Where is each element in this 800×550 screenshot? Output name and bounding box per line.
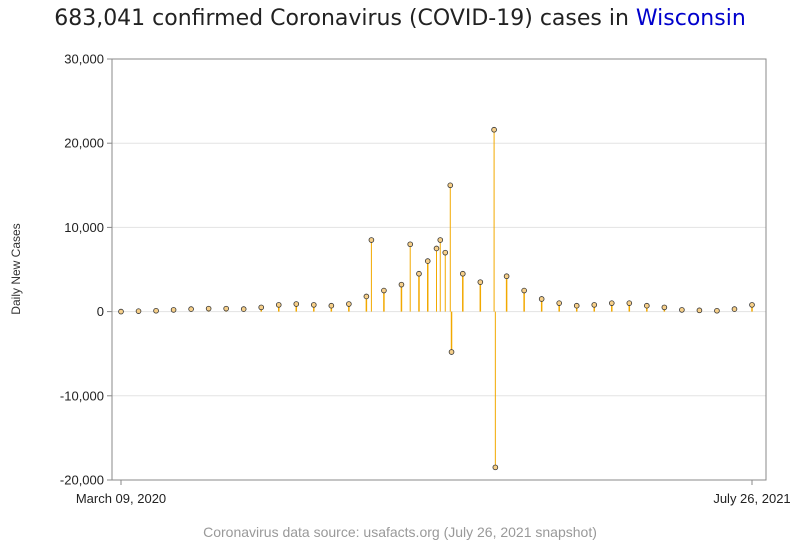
data-point bbox=[491, 126, 497, 133]
data-point bbox=[459, 270, 466, 277]
data-point bbox=[448, 349, 455, 355]
y-ticks-group: -20,000 -10,000 0 10,000 20,000 30,000 bbox=[60, 52, 112, 488]
chart-title-place: Wisconsin bbox=[635, 6, 746, 31]
data-point bbox=[407, 241, 414, 248]
data-point bbox=[398, 281, 405, 288]
data-point bbox=[644, 302, 650, 309]
data-point bbox=[608, 300, 615, 306]
data-point bbox=[437, 237, 444, 243]
data-point bbox=[223, 305, 229, 312]
data-point bbox=[153, 307, 159, 314]
data-point bbox=[442, 249, 449, 256]
data-point bbox=[205, 305, 212, 312]
data-point bbox=[416, 270, 422, 277]
data-point bbox=[591, 302, 598, 308]
chart-svg: -20,000 -10,000 0 10,000 20,000 30,000 March … bbox=[60, 52, 791, 507]
data-point bbox=[477, 279, 484, 285]
y-tick-label: 20,000 bbox=[64, 136, 104, 151]
data-source-note: Coronavirus data source: usafacts.org (J… bbox=[203, 524, 597, 540]
data-point bbox=[311, 302, 317, 308]
data-point bbox=[749, 302, 755, 308]
data-point bbox=[661, 304, 668, 311]
data-point bbox=[328, 302, 335, 309]
chart-title: 683,041 confirmed Coronavirus (COVID-19)… bbox=[0, 6, 800, 31]
data-point bbox=[679, 307, 685, 313]
data-point bbox=[492, 464, 499, 471]
data-point bbox=[293, 301, 300, 307]
data-point bbox=[363, 293, 370, 300]
bars-group bbox=[137, 129, 753, 468]
data-point bbox=[503, 273, 510, 280]
data-point bbox=[696, 307, 703, 314]
data-point bbox=[626, 300, 633, 306]
data-point bbox=[538, 296, 545, 302]
data-point bbox=[368, 237, 375, 243]
data-point bbox=[118, 308, 124, 315]
x-tick-label: March 09, 2020 bbox=[76, 491, 166, 506]
data-point bbox=[170, 307, 177, 313]
data-point bbox=[556, 300, 562, 306]
data-point bbox=[346, 301, 352, 307]
y-tick-label: 0 bbox=[97, 304, 104, 319]
data-point bbox=[275, 302, 282, 308]
data-point bbox=[424, 258, 431, 264]
grid-lines bbox=[112, 58, 766, 481]
y-tick-label: 10,000 bbox=[64, 220, 104, 235]
data-point bbox=[521, 287, 527, 294]
data-point bbox=[731, 306, 738, 312]
data-point bbox=[240, 306, 247, 312]
x-ticks-group: March 09, 2020 July 26, 2021 bbox=[76, 480, 791, 506]
x-tick-label: July 26, 2021 bbox=[713, 491, 790, 506]
chart-title-prefix: 683,041 confirmed Coronavirus (COVID-19)… bbox=[54, 6, 636, 31]
y-tick-label: -20,000 bbox=[60, 473, 104, 488]
y-tick-label: -10,000 bbox=[60, 388, 104, 403]
plot-frame bbox=[111, 58, 767, 481]
markers-group bbox=[118, 126, 755, 471]
data-point bbox=[135, 308, 142, 314]
y-tick-label: 30,000 bbox=[64, 52, 104, 67]
data-point bbox=[258, 304, 265, 311]
data-point bbox=[188, 306, 194, 312]
data-point bbox=[714, 307, 720, 314]
data-point bbox=[433, 245, 440, 252]
data-point bbox=[447, 182, 454, 189]
data-point bbox=[381, 287, 387, 294]
data-point bbox=[573, 302, 580, 309]
